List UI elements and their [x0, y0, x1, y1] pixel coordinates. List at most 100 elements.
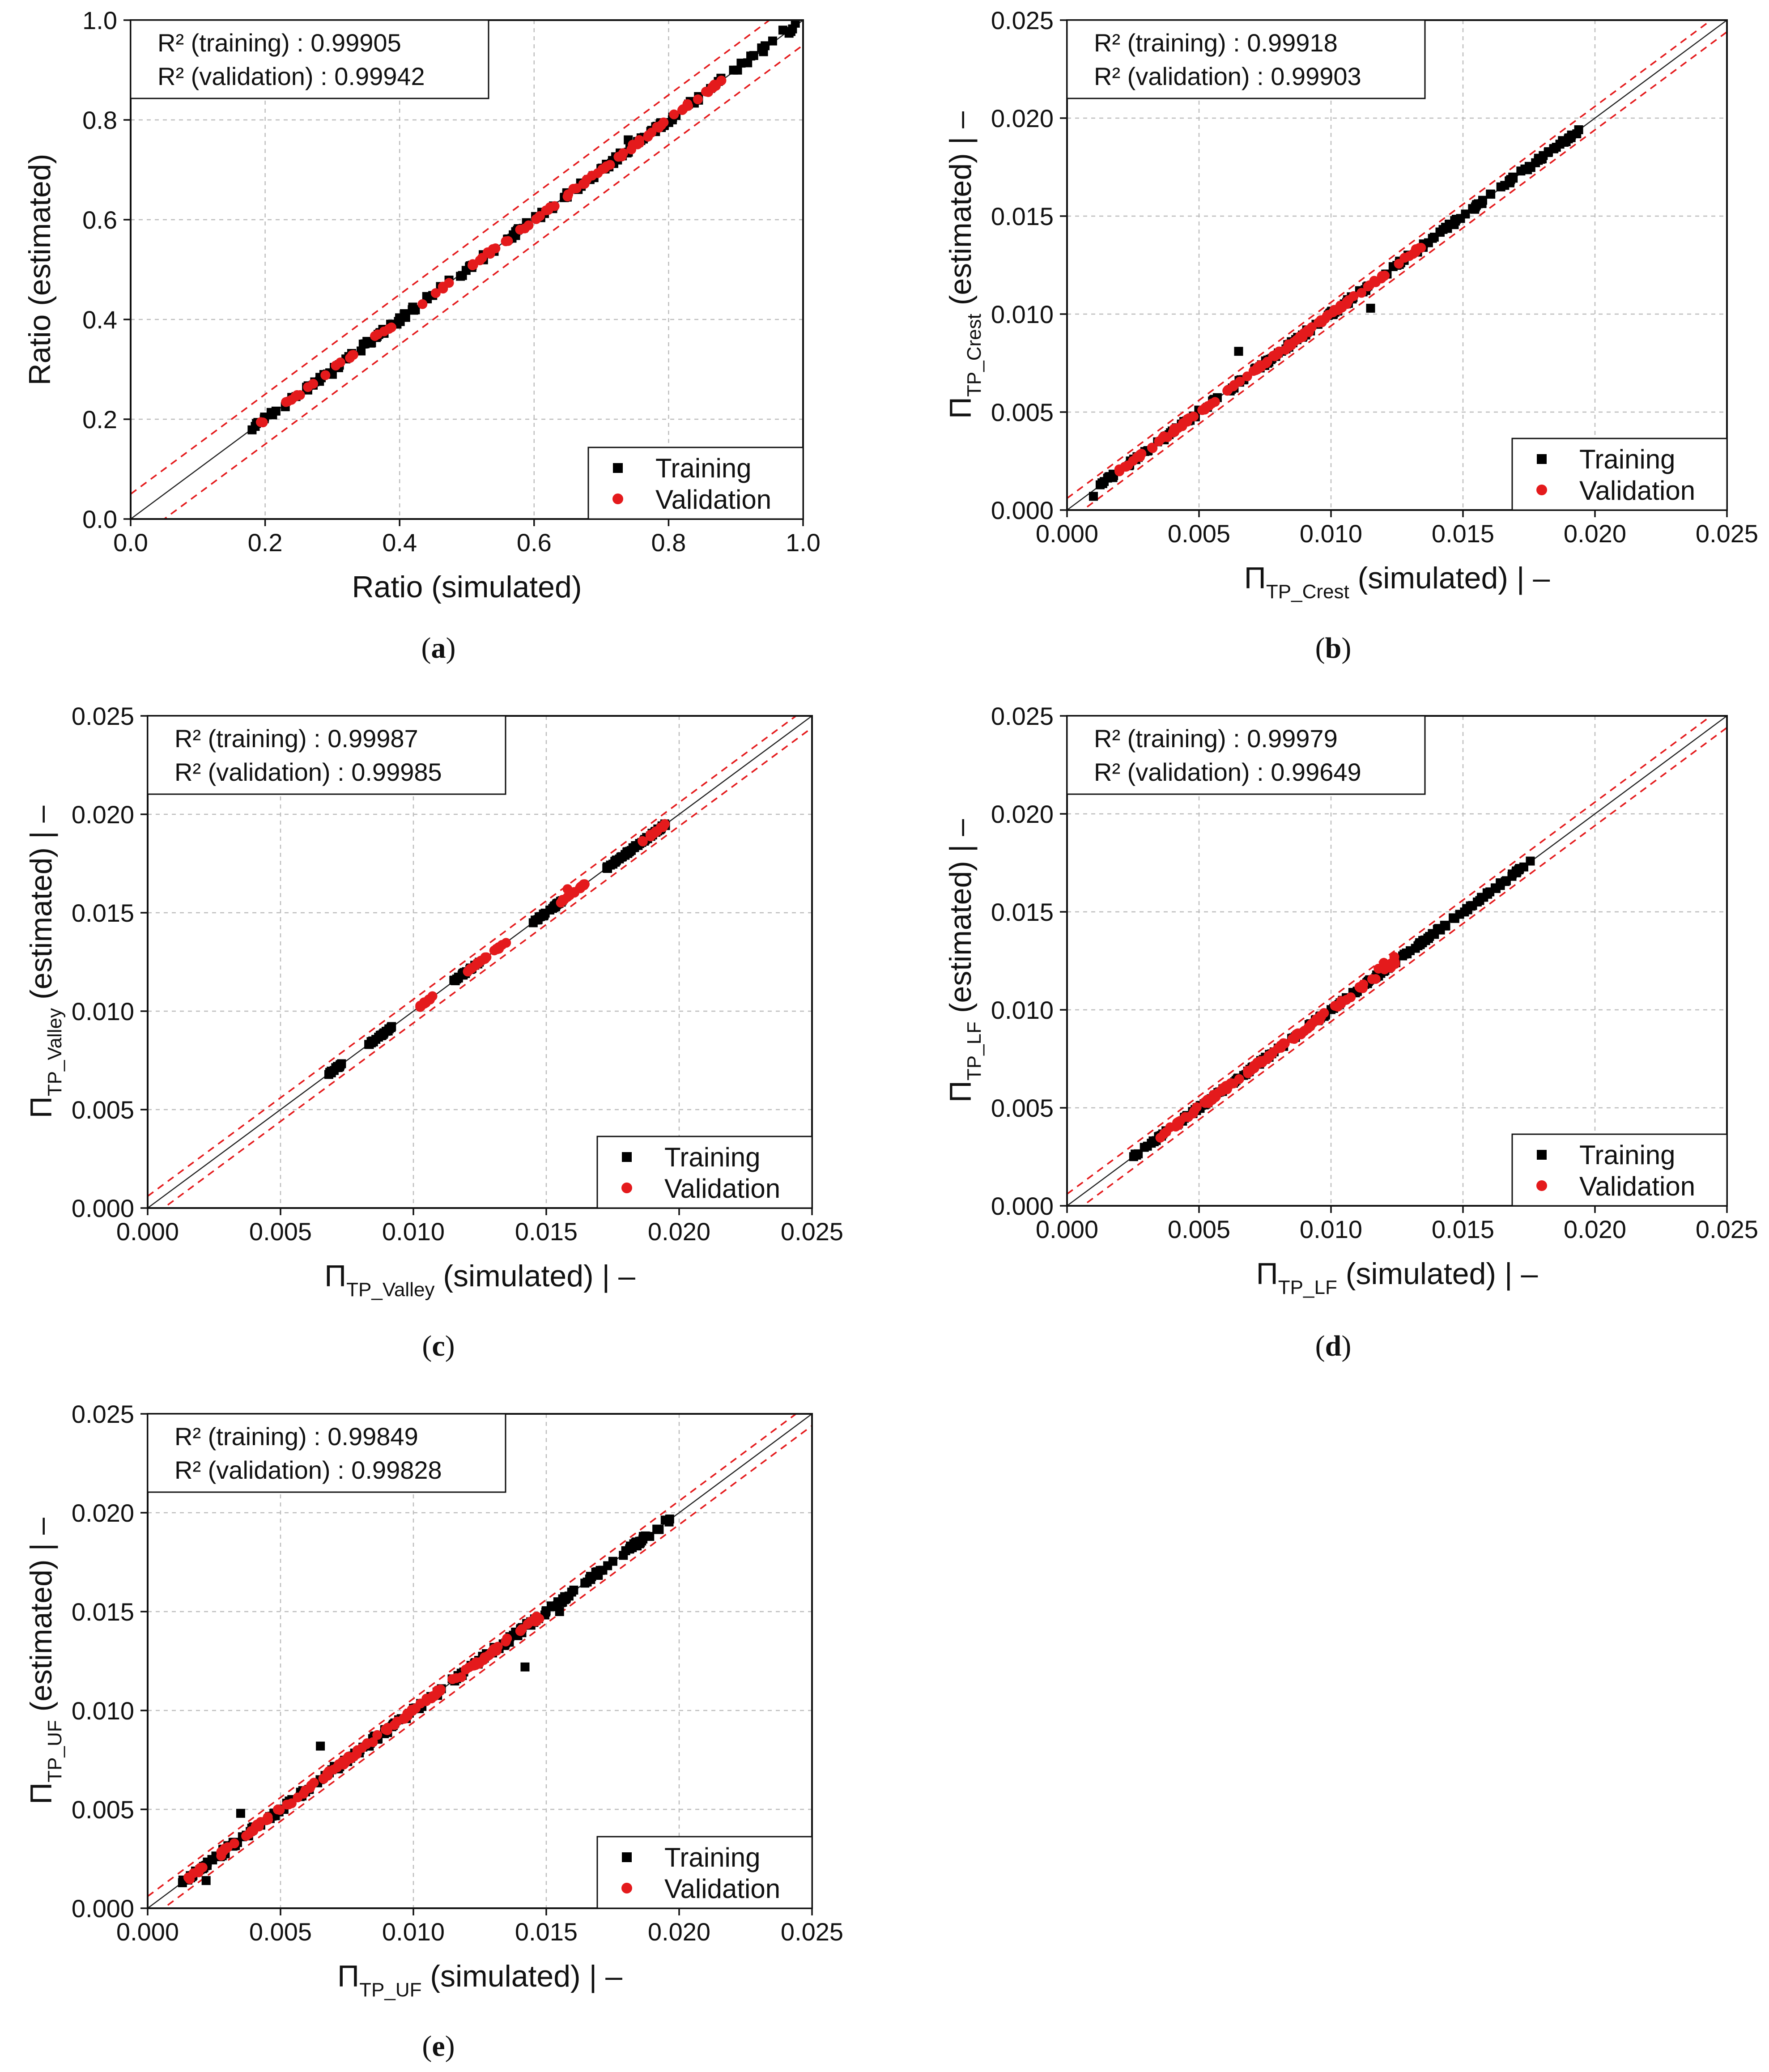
training-point — [1552, 143, 1561, 152]
validation-point — [218, 1846, 229, 1856]
validation-point — [418, 999, 429, 1009]
validation-point — [1252, 364, 1263, 374]
validation-point — [293, 1792, 303, 1803]
validation-point — [1295, 331, 1305, 341]
x-axis-label: ΠTP_Crest (simulated) | – — [1244, 561, 1550, 603]
panel-caption: (e) — [422, 2030, 455, 2063]
stats-box-frame — [1066, 715, 1426, 795]
caption-open: ( — [422, 1330, 432, 1362]
x-axis-label-subscript: TP_UF — [359, 1979, 421, 2001]
caption-letter: c — [432, 1330, 445, 1362]
legend-validation-label: Validation — [664, 1174, 780, 1204]
validation-point — [1357, 288, 1367, 298]
x-tick-label: 0.000 — [1036, 519, 1098, 548]
training-point — [201, 1876, 211, 1885]
validation-point — [379, 326, 389, 336]
stat-validation: R² (validation) : 0.99828 — [174, 1456, 442, 1484]
validation-point — [1369, 276, 1379, 286]
training-point — [1140, 1143, 1149, 1152]
training-point — [743, 58, 753, 68]
training-point — [533, 915, 542, 925]
validation-point — [368, 1737, 378, 1747]
legend-training-label: Training — [664, 1842, 761, 1872]
training-point — [386, 1023, 395, 1032]
stats-box-frame — [147, 1413, 506, 1493]
y-axis-label-main: Π — [24, 1783, 58, 1804]
y-tick-label: 0.020 — [72, 1499, 134, 1527]
training-point — [1486, 189, 1495, 199]
training-point — [555, 1607, 564, 1616]
validation-point — [1159, 1128, 1169, 1139]
y-tick-label: 0.020 — [991, 800, 1054, 828]
caption-open: ( — [422, 2030, 432, 2063]
validation-point — [493, 943, 504, 953]
caption-letter: e — [432, 2030, 445, 2063]
validation-point — [541, 205, 551, 216]
validation-point — [1234, 1074, 1244, 1084]
stats-box-frame — [130, 19, 489, 99]
training-point — [1418, 936, 1428, 945]
x-tick-label: 0.025 — [781, 1918, 843, 1946]
training-point — [1496, 881, 1505, 890]
panel-caption: (b) — [1315, 632, 1352, 664]
legend-validation-marker — [621, 1883, 632, 1893]
y-tick-label: 0.015 — [991, 898, 1054, 926]
x-axis-label-main: Ratio (simulated) — [352, 570, 582, 604]
y-tick-label: 0.0 — [82, 505, 117, 533]
validation-point — [503, 236, 513, 246]
training-point — [1399, 949, 1409, 959]
training-point — [778, 26, 787, 35]
legend-training-marker — [1537, 454, 1547, 464]
training-point — [422, 292, 431, 301]
x-tick-label: 0.020 — [1564, 519, 1626, 548]
caption-close: ) — [1341, 632, 1351, 664]
training-point — [1463, 905, 1472, 915]
validation-point — [1299, 1025, 1310, 1036]
validation-point — [1180, 1112, 1191, 1122]
training-point — [1508, 172, 1518, 182]
y-tick-label: 0.005 — [991, 1094, 1054, 1122]
validation-point — [669, 109, 679, 119]
training-point — [456, 272, 465, 281]
training-point — [1097, 478, 1107, 488]
legend-training-marker — [613, 463, 623, 473]
y-tick-label: 0.005 — [72, 1096, 134, 1124]
validation-point — [575, 882, 586, 892]
x-tick-label: 0.010 — [382, 1918, 445, 1946]
validation-point — [563, 189, 574, 200]
x-tick-label: 0.015 — [515, 1918, 578, 1946]
x-tick-label: 0.025 — [1696, 1215, 1758, 1243]
validation-point — [435, 1684, 446, 1694]
training-point — [625, 847, 634, 856]
x-tick-label: 0.005 — [1168, 1215, 1230, 1243]
training-point — [362, 336, 372, 346]
x-tick-label: 0.005 — [1168, 519, 1230, 548]
y-axis-label: ΠTP_LF (estimated) | – — [944, 819, 985, 1103]
caption-close: ) — [445, 2030, 455, 2063]
validation-point — [517, 1624, 527, 1634]
validation-point — [1244, 1066, 1254, 1076]
x-axis-label: ΠTP_LF (simulated) | – — [1256, 1257, 1538, 1298]
validation-point — [258, 417, 268, 428]
validation-point — [613, 152, 624, 162]
x-tick-label: 0.4 — [382, 528, 417, 557]
validation-point — [340, 1757, 351, 1767]
validation-point — [535, 211, 545, 221]
x-axis-label: ΠTP_UF (simulated) | – — [337, 1959, 622, 2001]
stats-box-frame — [147, 715, 506, 795]
training-point — [655, 1525, 664, 1534]
caption-open: ( — [421, 632, 431, 664]
validation-point — [1333, 1001, 1343, 1012]
validation-point — [1291, 1029, 1301, 1039]
x-tick-label: 0.000 — [116, 1918, 179, 1946]
y-tick-label: 0.010 — [991, 300, 1054, 328]
y-tick-label: 0.025 — [991, 6, 1054, 34]
stats-box-frame — [1066, 19, 1426, 99]
x-axis-label-subscript: TP_Valley — [346, 1279, 434, 1301]
y-axis-label-main: Π — [24, 1096, 58, 1118]
